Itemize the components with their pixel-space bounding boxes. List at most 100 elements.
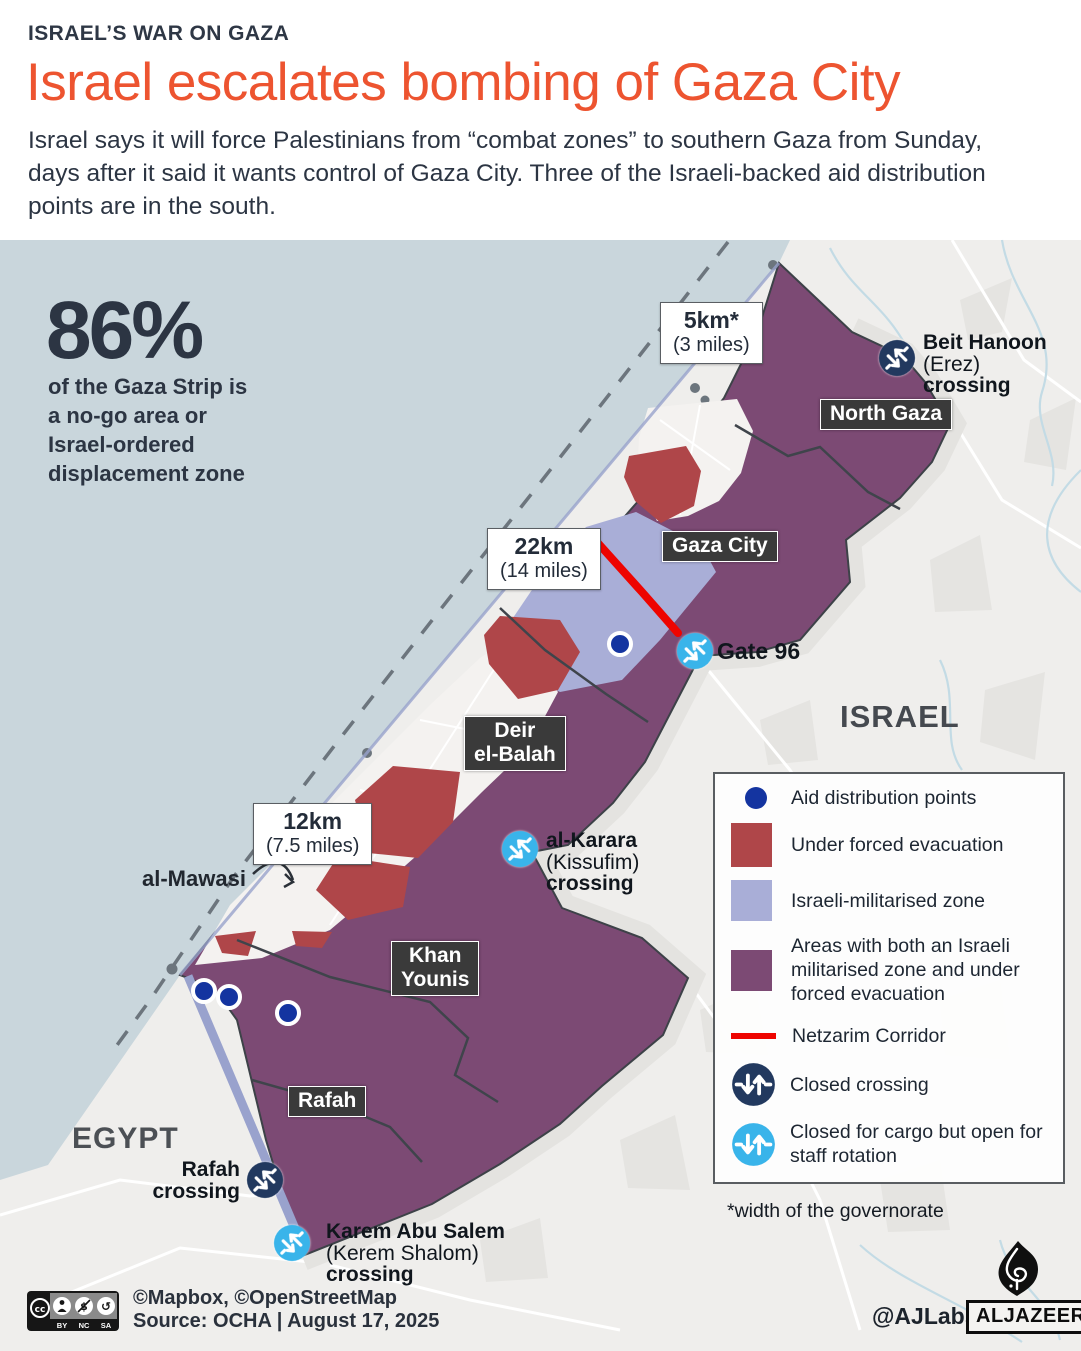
- crossing-alt-name: (Kerem Shalom): [326, 1241, 479, 1265]
- source-line: Source: OCHA | August 17, 2025: [133, 1310, 440, 1332]
- egypt-border-militarised-strip: [183, 974, 309, 1252]
- gate96-label: Gate 96: [717, 638, 801, 664]
- aljazeera-logo-icon: [986, 1240, 1048, 1303]
- cc-license-icons: cc $ ↺ BY NC SA: [27, 1291, 119, 1331]
- crossing-name: Rafah: [181, 1158, 240, 1181]
- maritime-limit-dashed-line: [110, 240, 730, 1054]
- legend-label: Aid distribution points: [791, 787, 977, 809]
- legend-label: Israeli-militarised zone: [791, 889, 985, 912]
- cc-sa-icon: [97, 1297, 115, 1315]
- badge-label: Khan: [408, 944, 462, 967]
- legend-item-staff: Closed for cargo but open for staff rota…: [731, 1120, 1049, 1168]
- subtitle: Israel says it will force Palestinians f…: [28, 127, 986, 220]
- crossing-name: Gate 96: [717, 638, 801, 664]
- badge-label: Younis: [401, 968, 470, 991]
- cc-icon: [30, 1298, 50, 1318]
- badge-deir-el-balah: Deir el-Balah: [464, 716, 566, 771]
- aid-point-marker: [216, 984, 242, 1010]
- crossing-closed-icon: [878, 339, 916, 377]
- sea-area: [0, 240, 790, 1180]
- forced-evacuation-zones: [215, 446, 701, 956]
- stat-value: 86%: [46, 285, 204, 376]
- credit-line: ©Mapbox, ©OpenStreetMap: [133, 1287, 397, 1309]
- aid-point-icon: [745, 787, 767, 809]
- badge-khan-younis: Khan Younis: [391, 941, 480, 996]
- distance-km: 12km: [283, 808, 343, 834]
- badge-gaza-city: Gaza City: [662, 531, 778, 562]
- crossing-name: Beit Hanoon: [923, 331, 1047, 354]
- crossing-alt-name: (Kissufim): [546, 850, 640, 874]
- legend-panel: Aid distribution points Under forced eva…: [713, 772, 1065, 1184]
- map-credits: ©Mapbox, ©OpenStreetMap Source: OCHA | A…: [133, 1287, 439, 1333]
- crossing-staff-icon: [273, 1224, 311, 1262]
- kicker: ISRAEL’S WAR ON GAZA: [28, 22, 290, 45]
- stat-line: a no-go area or: [48, 403, 207, 428]
- distance-miles: (14 miles): [500, 560, 588, 582]
- crossing-closed-icon: [246, 1161, 284, 1199]
- legend-item-netzarim: Netzarim Corridor: [731, 1024, 1049, 1048]
- crossing-staff-icon: [731, 1122, 776, 1167]
- karem-crossing-marker: [273, 1224, 311, 1262]
- badge-label: Rafah: [298, 1089, 357, 1112]
- badge-label: Gaza City: [672, 534, 768, 557]
- legend-label: Netzarim Corridor: [792, 1025, 946, 1047]
- beit-hanoon-crossing-marker: [878, 339, 916, 377]
- crossing-word: crossing: [546, 872, 634, 895]
- karem-crossing-label: Karem Abu Salem (Kerem Shalom) crossing: [326, 1221, 505, 1286]
- forced-evacuation-swatch: [731, 823, 772, 867]
- almawasi-label: al-Mawasi: [142, 866, 246, 891]
- stat-line: Israel-ordered: [48, 432, 195, 457]
- rafah-crossing-label: Rafah crossing: [140, 1159, 240, 1202]
- crossing-staff-icon: [501, 830, 539, 868]
- legend-item-aid: Aid distribution points: [731, 786, 1049, 810]
- beit-hanoon-crossing-label: Beit Hanoon (Erez) crossing: [923, 332, 1047, 397]
- legend-item-closed: Closed crossing: [731, 1062, 1049, 1107]
- aid-distribution-points: [191, 631, 633, 1026]
- aljazeera-wordmark: ALJAZEERA: [966, 1300, 1081, 1334]
- netzarim-line-icon: [731, 1033, 776, 1039]
- badge-label: Deir: [494, 719, 536, 742]
- cc-by-icon: [53, 1297, 71, 1315]
- aid-point-marker: [191, 978, 217, 1004]
- distance-km: 5km*: [683, 307, 739, 333]
- aid-point-marker: [275, 1000, 301, 1026]
- rafah-crossing-marker: [246, 1161, 284, 1199]
- legend-item-militarised: Israeli-militarised zone: [731, 880, 1049, 921]
- badge-label: North Gaza: [830, 402, 943, 425]
- legend-footnote: *width of the governorate: [727, 1200, 944, 1222]
- badge-rafah: Rafah: [288, 1086, 367, 1117]
- country-label-egypt: EGYPT: [72, 1122, 179, 1155]
- crossing-closed-icon: [731, 1062, 776, 1107]
- aid-point-marker: [607, 631, 633, 657]
- legend-label: Closed crossing: [790, 1073, 929, 1096]
- stat-description: of the Gaza Strip is a no-go area or Isr…: [48, 372, 247, 488]
- distance-miles: (3 miles): [673, 334, 750, 356]
- svg-text:↺: ↺: [101, 1300, 111, 1314]
- crossing-word: crossing: [923, 374, 1011, 397]
- crossing-name: Karem Abu Salem: [326, 1220, 505, 1243]
- legend-label: Under forced evacuation: [791, 834, 1004, 856]
- distance-label-gaza-city: 22km (14 miles): [487, 528, 601, 590]
- crossing-word: crossing: [152, 1179, 240, 1203]
- legend-item-both: Areas with both an Israeli militarised z…: [731, 934, 1049, 1006]
- country-label-israel: ISRAEL: [840, 699, 960, 734]
- ajlabs-handle: @AJLabs: [872, 1303, 978, 1329]
- svg-text:cc: cc: [35, 1305, 46, 1315]
- badge-label: el-Balah: [474, 743, 556, 766]
- karara-crossing-marker: [501, 830, 539, 868]
- distance-label-deir: 12km (7.5 miles): [253, 803, 373, 865]
- crossing-staff-icon: [676, 632, 714, 670]
- cc-license-badge: cc $ ↺ BY NC SA: [27, 1291, 119, 1336]
- stat-line: of the Gaza Strip is: [48, 374, 248, 399]
- distance-miles: (7.5 miles): [266, 835, 360, 857]
- legend-item-forced: Under forced evacuation: [731, 823, 1049, 867]
- militarised-zone-swatch: [731, 880, 772, 921]
- badge-north-gaza: North Gaza: [820, 399, 953, 430]
- netzarim-corridor-line: [584, 528, 682, 637]
- cc-by-label: BY: [57, 1321, 67, 1330]
- karara-crossing-label: al-Karara (Kissufim) crossing: [546, 830, 639, 895]
- page-title: Israel escalates bombing of Gaza City: [26, 53, 901, 112]
- both-zones-swatch: [731, 949, 772, 991]
- distance-km: 22km: [514, 533, 574, 559]
